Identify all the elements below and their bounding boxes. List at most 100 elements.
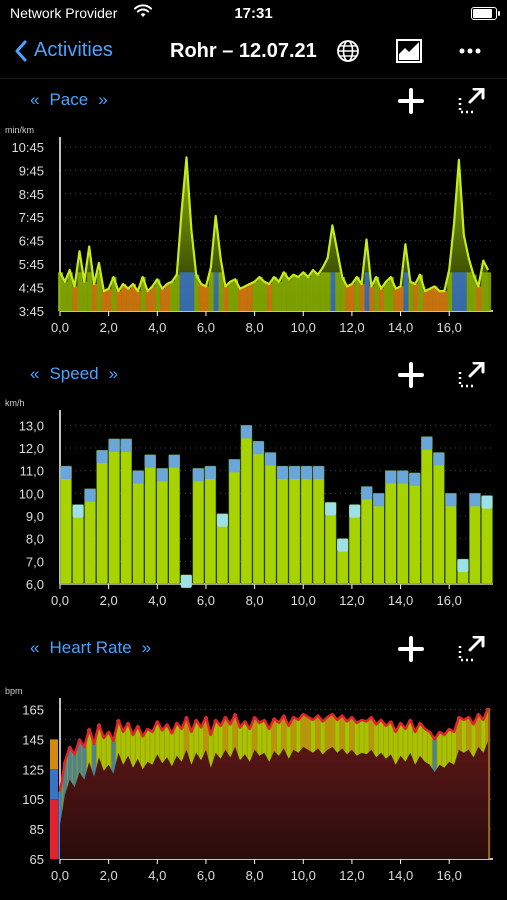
speed-bar xyxy=(360,486,373,585)
expand-icon[interactable] xyxy=(458,88,486,114)
x-tick-label: 8,0 xyxy=(246,593,264,608)
next-chart-icon[interactable]: » xyxy=(141,638,152,657)
pace-section-header: « Pace » xyxy=(0,82,507,118)
y-tick-label: 105 xyxy=(22,792,44,807)
pace-segment xyxy=(340,277,346,311)
pace-segment xyxy=(140,277,146,311)
y-tick-label: 12,0 xyxy=(19,441,44,456)
x-tick-label: 10,0 xyxy=(291,320,316,335)
y-tick-label: 11,0 xyxy=(20,464,44,479)
pace-segment xyxy=(476,286,482,311)
y-tick-label: 8:45 xyxy=(19,187,44,202)
speed-bar-cap xyxy=(264,452,276,466)
x-tick-label: 8,0 xyxy=(246,320,264,335)
expand-icon[interactable] xyxy=(458,362,486,388)
speed-bar xyxy=(312,465,325,585)
speed-bar xyxy=(60,465,72,585)
pace-segment xyxy=(82,281,88,311)
pace-segment xyxy=(413,284,419,311)
y-tick-label: 7:45 xyxy=(19,210,44,225)
speed-bar-cap xyxy=(60,466,72,480)
speed-bar-cap xyxy=(397,470,409,484)
x-tick-label: 4,0 xyxy=(148,868,166,883)
back-label: Activities xyxy=(34,39,113,61)
y-tick-label: 13,0 xyxy=(19,418,44,433)
pace-chart[interactable]: min/km 10:45 9:45 8:45 7:45 6:45 5:45 4:45 3:45 0… xyxy=(0,118,507,348)
plus-icon[interactable] xyxy=(398,362,424,388)
pace-segment xyxy=(121,284,127,311)
pace-segment xyxy=(233,279,239,311)
speed-chart[interactable]: km/h 13,0 12,0 11,0 10,0 9,0 8,0 7,0 6,0 0,0 2,0 4,… xyxy=(0,392,507,622)
speed-bar xyxy=(433,452,445,585)
pace-segment xyxy=(374,277,380,311)
pace-segment xyxy=(106,288,112,311)
pace-segment xyxy=(272,277,278,311)
pace-segment xyxy=(345,286,351,311)
pace-segment xyxy=(160,288,166,311)
speed-bar-cap xyxy=(72,504,84,518)
x-tick-label: 10,0 xyxy=(291,868,316,883)
pace-segment xyxy=(194,274,200,311)
x-tick-label: 6,0 xyxy=(197,320,215,335)
x-tick-label: 16,0 xyxy=(437,868,462,883)
pace-segment xyxy=(452,272,458,311)
globe-icon[interactable] xyxy=(336,39,360,63)
pace-segment xyxy=(422,291,428,311)
speed-bar xyxy=(372,493,385,585)
chart-area-icon[interactable] xyxy=(396,39,422,63)
more-icon[interactable] xyxy=(458,39,482,63)
speed-bar-cap xyxy=(240,425,252,439)
pace-segment xyxy=(481,272,487,311)
speed-bar xyxy=(445,493,457,585)
speed-bar-cap xyxy=(409,472,421,486)
x-tick-label: 12,0 xyxy=(339,593,364,608)
y-tick-label: 85 xyxy=(30,822,44,837)
speed-bar-cap xyxy=(96,450,108,464)
heart-rate-section-title: Heart Rate xyxy=(49,638,132,657)
x-tick-label: 2,0 xyxy=(100,868,118,883)
pace-segment xyxy=(155,279,161,311)
speed-bar-cap xyxy=(373,493,385,507)
chevron-left-icon xyxy=(15,40,27,61)
speed-bar-cap xyxy=(84,488,96,502)
speed-bar-cap xyxy=(156,468,168,482)
y-tick-label: 125 xyxy=(22,762,44,777)
pace-segment xyxy=(466,272,472,311)
speed-bar-cap xyxy=(457,559,469,573)
speed-bar xyxy=(409,472,421,585)
speed-bar-cap xyxy=(361,486,373,500)
previous-chart-icon[interactable]: « xyxy=(30,364,40,383)
speed-bar xyxy=(324,502,337,585)
previous-chart-icon[interactable]: « xyxy=(30,638,40,657)
speed-bar xyxy=(120,438,132,585)
back-button[interactable]: Activities xyxy=(14,39,113,62)
plus-icon[interactable] xyxy=(398,88,424,114)
speed-bar xyxy=(481,495,493,585)
carrier-label: Network Provider xyxy=(10,5,118,21)
pace-segment xyxy=(306,277,312,311)
x-tick-label: 16,0 xyxy=(437,320,462,335)
expand-icon[interactable] xyxy=(458,636,486,662)
y-tick-label: 5:45 xyxy=(19,257,44,272)
pace-segment xyxy=(276,281,282,311)
plus-icon[interactable] xyxy=(398,636,424,662)
speed-bar xyxy=(288,465,301,585)
heart-rate-chart[interactable]: bpm 165 145 125 105 85 65 0,0 2,0 4,0 6,0 8,0 10,0 12… xyxy=(0,666,507,896)
speed-bar-cap xyxy=(192,468,204,482)
y-tick-label: 10,0 xyxy=(19,486,44,501)
pace-segment xyxy=(67,272,73,311)
next-chart-icon[interactable]: » xyxy=(98,90,108,109)
status-bar: Network Provider 17:31 xyxy=(0,0,507,28)
pace-segment xyxy=(145,291,151,311)
pace-segment xyxy=(296,277,302,311)
next-chart-icon[interactable]: » xyxy=(108,364,119,383)
pace-segment xyxy=(471,274,477,311)
heart-rate-base xyxy=(60,740,489,859)
x-tick-label: 14,0 xyxy=(388,868,413,883)
speed-bar xyxy=(156,468,169,585)
x-tick-label: 4,0 xyxy=(148,320,166,335)
zone-band xyxy=(50,799,58,859)
previous-chart-icon[interactable]: « xyxy=(30,90,40,109)
pace-segment xyxy=(330,272,336,311)
y-unit-label: km/h xyxy=(5,398,25,408)
